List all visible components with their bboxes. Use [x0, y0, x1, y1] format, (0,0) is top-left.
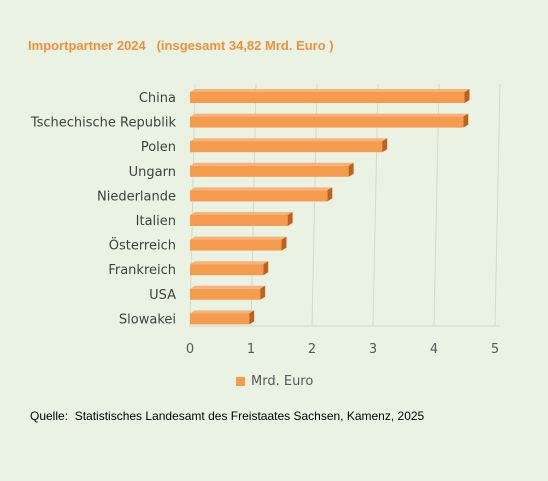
bar — [190, 113, 469, 128]
bar — [190, 212, 293, 226]
category-label: Österreich — [109, 237, 176, 254]
bar — [190, 162, 354, 177]
bar — [190, 310, 255, 325]
legend-label: Mrd. Euro — [251, 374, 314, 389]
x-tick-label: 2 — [308, 342, 316, 357]
category-label: Niederlande — [97, 189, 176, 204]
category-label: USA — [149, 288, 176, 303]
x-tick-label: 5 — [491, 342, 499, 357]
bar — [190, 187, 333, 202]
chart-title: Importpartner 2024 (insgesamt 34,82 Mrd.… — [28, 38, 334, 53]
gridline — [494, 83, 501, 327]
bar — [190, 236, 287, 251]
category-label: Slowakei — [119, 312, 176, 327]
bar — [190, 285, 266, 300]
category-label: Ungarn — [129, 165, 176, 180]
bar — [190, 138, 388, 153]
category-label: China — [139, 91, 176, 106]
x-tick-label: 4 — [430, 342, 438, 357]
legend-swatch — [236, 377, 245, 386]
bar — [190, 261, 269, 276]
category-label: Italien — [136, 214, 176, 229]
category-label: Frankreich — [108, 263, 176, 278]
category-labels: China Tschechische Republik Polen Ungarn Nie… — [30, 91, 177, 327]
legend: Mrd. Euro — [236, 374, 313, 389]
x-tick-label: 0 — [186, 342, 194, 357]
bar — [190, 89, 470, 103]
category-label: Tschechische Republik — [30, 116, 177, 131]
bar-layer — [190, 89, 470, 325]
x-tick-label: 3 — [369, 342, 377, 357]
x-tick-label: 1 — [247, 342, 255, 357]
x-axis-ticks: 0 1 2 3 4 5 — [186, 342, 499, 357]
source-note: Quelle: Statistisches Landesamt des Frei… — [30, 409, 425, 423]
category-label: Polen — [141, 140, 176, 155]
